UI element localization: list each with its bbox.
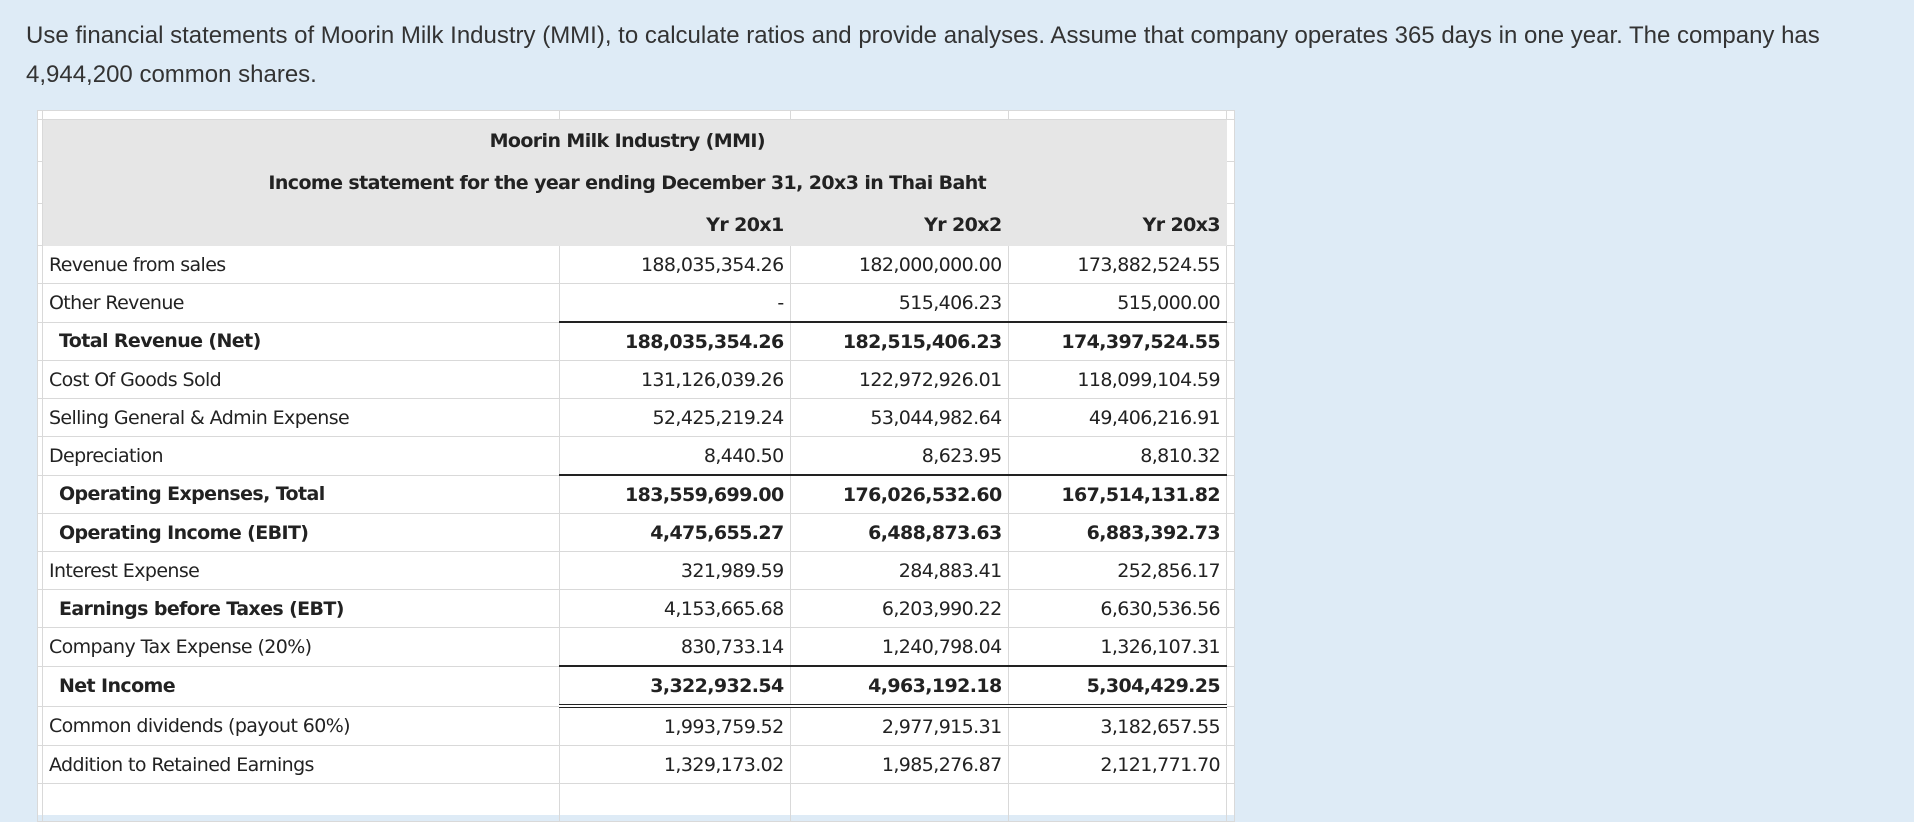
row-label: Total Revenue (Net) [41, 321, 560, 361]
income-statement-sheet: Moorin Milk Industry (MMI) Income statem… [37, 110, 1235, 822]
column-header: Yr 20x2 [789, 203, 1009, 246]
row-value: 122,972,926.01 [789, 360, 1009, 399]
row-value: 6,488,873.63 [789, 513, 1009, 552]
row-value: 188,035,354.26 [558, 245, 791, 284]
row-value: 1,329,173.02 [558, 745, 791, 784]
row-value: 8,623.95 [789, 436, 1009, 476]
row-value: 53,044,982.64 [789, 398, 1009, 437]
company-title: Moorin Milk Industry (MMI) [41, 119, 1009, 162]
table-row: Revenue from sales 188,035,354.26 182,000,… [37, 245, 1235, 284]
table-row: Other Revenue -515,406.23 515,000.00 [37, 283, 1235, 323]
row-value: 6,883,392.73 [1007, 513, 1228, 552]
row-label: Interest Expense [41, 551, 560, 590]
row-label: Other Revenue [41, 283, 560, 323]
row-value: 4,475,655.27 [558, 513, 791, 552]
row-value: 8,810.32 [1007, 436, 1228, 476]
row-value: 167,514,131.82 [1007, 474, 1228, 514]
row-value: 1,993,759.52 [558, 705, 791, 746]
row-value: 5,304,429.25 [1007, 665, 1228, 708]
table-row: Company Tax Expense (20%) 830,733.14 1,240… [37, 627, 1235, 667]
row-label: Operating Income (EBIT) [41, 513, 560, 552]
table-row: Addition to Retained Earnings 1,329,173.0… [37, 745, 1235, 784]
table-row: Earnings before Taxes (EBT) 4,153,665.68 6… [37, 589, 1235, 628]
row-value: 1,240,798.04 [789, 627, 1009, 667]
table-row: Depreciation 8,440.50 8,623.95 8,810.32 [37, 436, 1235, 476]
row-label: Company Tax Expense (20%) [41, 627, 560, 667]
row-value: - [558, 283, 791, 323]
row-value: 182,515,406.23 [789, 321, 1009, 361]
row-value: 188,035,354.26 [558, 321, 791, 361]
table-row: Total Revenue (Net) 188,035,354.26 182,515… [37, 321, 1235, 361]
income-statement-table: Moorin Milk Industry (MMI) Income statem… [37, 110, 1235, 822]
row-value: 3,322,932.54 [558, 665, 791, 708]
row-label: Cost Of Goods Sold [41, 360, 560, 399]
row-label: Addition to Retained Earnings [41, 745, 560, 784]
row-label: Net Income [41, 665, 560, 707]
row-value: 252,856.17 [1007, 551, 1228, 590]
row-value: 118,099,104.59 [1007, 360, 1228, 399]
row-value: 515,406.23 [789, 283, 1009, 323]
table-row: Operating Expenses, Total 183,559,699.00 1… [37, 474, 1235, 514]
row-value: 183,559,699.00 [558, 474, 791, 514]
statement-subtitle: Income statement for the year ending Dec… [41, 161, 1009, 204]
row-value: 830,733.14 [558, 627, 791, 667]
row-value: 3,182,657.55 [1007, 705, 1228, 746]
row-label: Selling General & Admin Expense [41, 398, 560, 437]
row-value: 173,882,524.55 [1007, 245, 1228, 284]
row-value: 4,963,192.18 [789, 665, 1009, 708]
table-row: Net Income 3,322,932.54 4,963,192.18 5,304,… [37, 665, 1235, 708]
row-label: Depreciation [41, 436, 560, 476]
table-row: Cost Of Goods Sold 131,126,039.26 122,972,… [37, 360, 1235, 399]
row-value: 174,397,524.55 [1007, 321, 1228, 361]
row-value: 284,883.41 [789, 551, 1009, 590]
row-label: Common dividends (payout 60%) [41, 705, 560, 746]
row-value: 8,440.50 [558, 436, 791, 476]
row-label: Operating Expenses, Total [41, 474, 560, 514]
row-value: 49,406,216.91 [1007, 398, 1228, 437]
table-row: Common dividends (payout 60%) 1,993,759.5… [37, 705, 1235, 746]
column-header: Yr 20x3 [1007, 203, 1228, 246]
question-text: Use financial statements of Moorin Milk … [26, 22, 1820, 88]
row-value: 131,126,039.26 [558, 360, 791, 399]
row-value: 6,630,536.56 [1007, 589, 1228, 628]
row-value: 321,989.59 [558, 551, 791, 590]
row-value: 1,326,107.31 [1007, 627, 1228, 667]
table-row: Interest Expense 321,989.59 284,883.41 252,… [37, 551, 1235, 590]
row-value: 515,000.00 [1007, 283, 1228, 323]
row-label: Revenue from sales [41, 245, 560, 284]
table-row: Operating Income (EBIT) 4,475,655.27 6,488… [37, 513, 1235, 552]
row-value: 1,985,276.87 [789, 745, 1009, 784]
row-value: 52,425,219.24 [558, 398, 791, 437]
row-value: 2,121,771.70 [1007, 745, 1228, 784]
row-value: 6,203,990.22 [789, 589, 1009, 628]
row-label: Earnings before Taxes (EBT) [41, 589, 560, 628]
column-header: Yr 20x1 [558, 203, 791, 246]
row-value: 182,000,000.00 [789, 245, 1009, 284]
row-value: 176,026,532.60 [789, 474, 1009, 514]
row-value: 2,977,915.31 [789, 705, 1009, 746]
row-value: 4,153,665.68 [558, 589, 791, 628]
table-row: Selling General & Admin Expense 52,425,21… [37, 398, 1235, 437]
